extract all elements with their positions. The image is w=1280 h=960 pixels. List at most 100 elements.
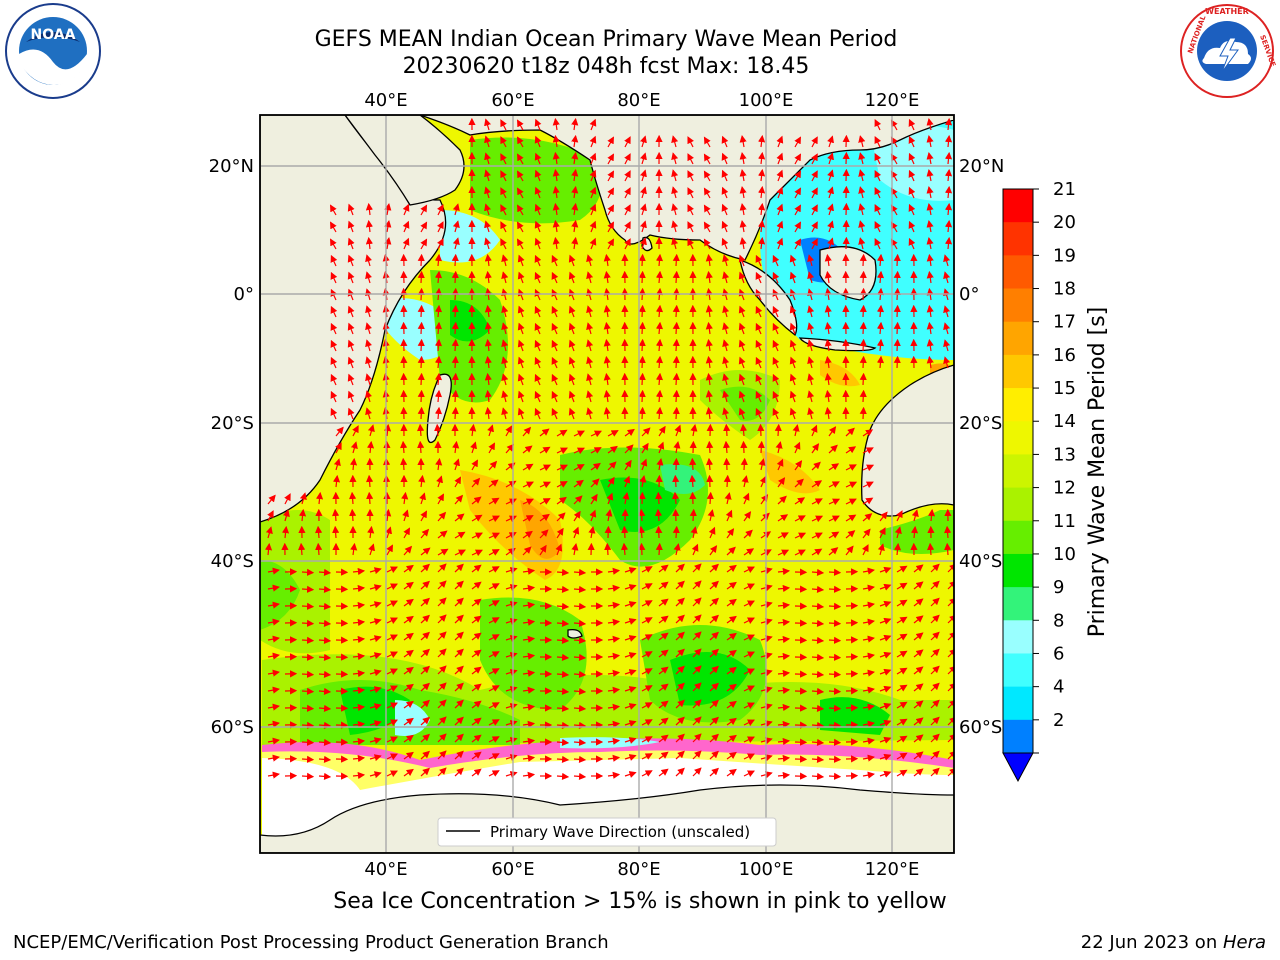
wave-arrow <box>365 219 373 233</box>
wave-arrow <box>894 526 902 539</box>
wave-arrow <box>487 424 494 437</box>
wave-arrow <box>705 372 713 386</box>
wave-arrow <box>501 407 509 420</box>
wave-arrow <box>740 457 748 471</box>
wave-arrow <box>330 204 337 216</box>
wave-arrow <box>522 530 533 539</box>
wave-arrow <box>811 619 825 627</box>
wave-arrow <box>484 270 492 284</box>
wave-arrow <box>827 220 834 233</box>
wave-arrow <box>789 271 797 284</box>
wave-arrow <box>488 549 500 556</box>
wave-arrow <box>534 339 542 352</box>
wave-arrow <box>552 151 560 165</box>
wave-arrow <box>454 513 465 522</box>
wave-arrow <box>590 493 598 505</box>
wave-arrow <box>522 463 534 471</box>
wave-arrow <box>471 649 482 658</box>
wave-arrow <box>794 460 803 471</box>
wave-arrow <box>571 219 579 233</box>
wave-arrow <box>827 203 834 216</box>
wave-arrow <box>655 304 664 318</box>
wave-arrow <box>926 169 934 182</box>
wave-arrow <box>811 170 818 182</box>
wave-arrow <box>403 545 413 556</box>
wave-arrow <box>638 389 646 403</box>
wave-arrow <box>603 321 611 335</box>
wave-arrow <box>738 356 746 369</box>
wave-arrow <box>638 321 646 335</box>
wave-arrow <box>908 118 916 131</box>
wave-arrow <box>420 221 428 233</box>
wave-arrow <box>828 636 842 644</box>
wave-arrow <box>789 390 797 403</box>
noaa-logo: NOAA <box>4 2 102 100</box>
wave-arrow <box>947 665 954 675</box>
wave-arrow <box>824 355 832 369</box>
wave-arrow <box>893 338 901 352</box>
wave-arrow <box>330 271 338 284</box>
wave-arrow <box>944 117 953 131</box>
colorbar-tick-label: 10 <box>1053 544 1076 565</box>
wave-arrow <box>827 152 834 165</box>
wave-arrow <box>607 136 614 148</box>
colorbar-bin <box>1003 587 1033 621</box>
wave-arrow <box>705 304 713 318</box>
wave-arrow <box>552 202 560 216</box>
wave-arrow <box>862 567 875 575</box>
wave-arrow <box>807 339 815 352</box>
wave-arrow <box>551 271 559 284</box>
wave-arrow <box>484 253 492 267</box>
wave-arrow <box>740 440 748 454</box>
wave-arrow <box>349 457 358 471</box>
wave-arrow <box>944 185 953 199</box>
wave-arrow <box>811 532 823 540</box>
wave-arrow <box>539 544 547 556</box>
wave-arrow <box>758 151 766 165</box>
wave-arrow <box>551 407 559 420</box>
colorbar-label: Primary Wave Mean Period [s] <box>1085 307 1110 638</box>
wave-arrow <box>641 651 653 658</box>
wave-arrow <box>722 373 730 386</box>
wave-arrow <box>755 407 763 420</box>
wave-arrow <box>451 321 459 335</box>
wave-arrow <box>347 373 355 386</box>
wave-arrow <box>265 526 273 539</box>
wave-arrow <box>586 356 594 369</box>
wave-arrow <box>624 635 637 642</box>
wave-arrow <box>707 509 715 522</box>
wave-arrow <box>824 338 832 352</box>
wave-arrow <box>726 615 737 624</box>
wave-arrow <box>810 424 818 437</box>
wave-arrow <box>947 580 954 590</box>
wave-arrow <box>534 390 542 403</box>
wave-arrow <box>874 136 882 148</box>
wave-arrow <box>794 136 801 148</box>
wave-arrow <box>709 614 719 624</box>
wave-arrow <box>640 203 647 216</box>
wave-arrow <box>603 406 611 420</box>
wave-arrow <box>726 666 737 675</box>
wave-arrow <box>607 170 614 182</box>
wave-arrow <box>451 270 459 284</box>
wave-arrow <box>522 498 534 506</box>
wave-arrow <box>672 304 680 318</box>
wave-arrow <box>772 271 780 284</box>
wave-arrow <box>722 322 730 335</box>
wave-arrow <box>573 585 587 593</box>
colorbar-tick-label: 20 <box>1053 212 1076 233</box>
lon-label: 80°E <box>617 859 660 880</box>
wave-arrow <box>607 204 614 216</box>
wave-arrow <box>908 186 916 199</box>
wave-arrow <box>807 373 815 386</box>
wave-arrow <box>811 153 818 165</box>
wave-arrow <box>365 288 373 301</box>
wave-arrow <box>655 406 664 420</box>
wave-arrow <box>641 442 649 454</box>
wave-arrow <box>862 497 874 505</box>
wave-arrow <box>488 600 500 607</box>
wave-arrow <box>454 563 464 573</box>
wave-arrow <box>691 543 699 556</box>
wave-arrow <box>845 498 857 506</box>
wave-arrow <box>301 704 315 712</box>
